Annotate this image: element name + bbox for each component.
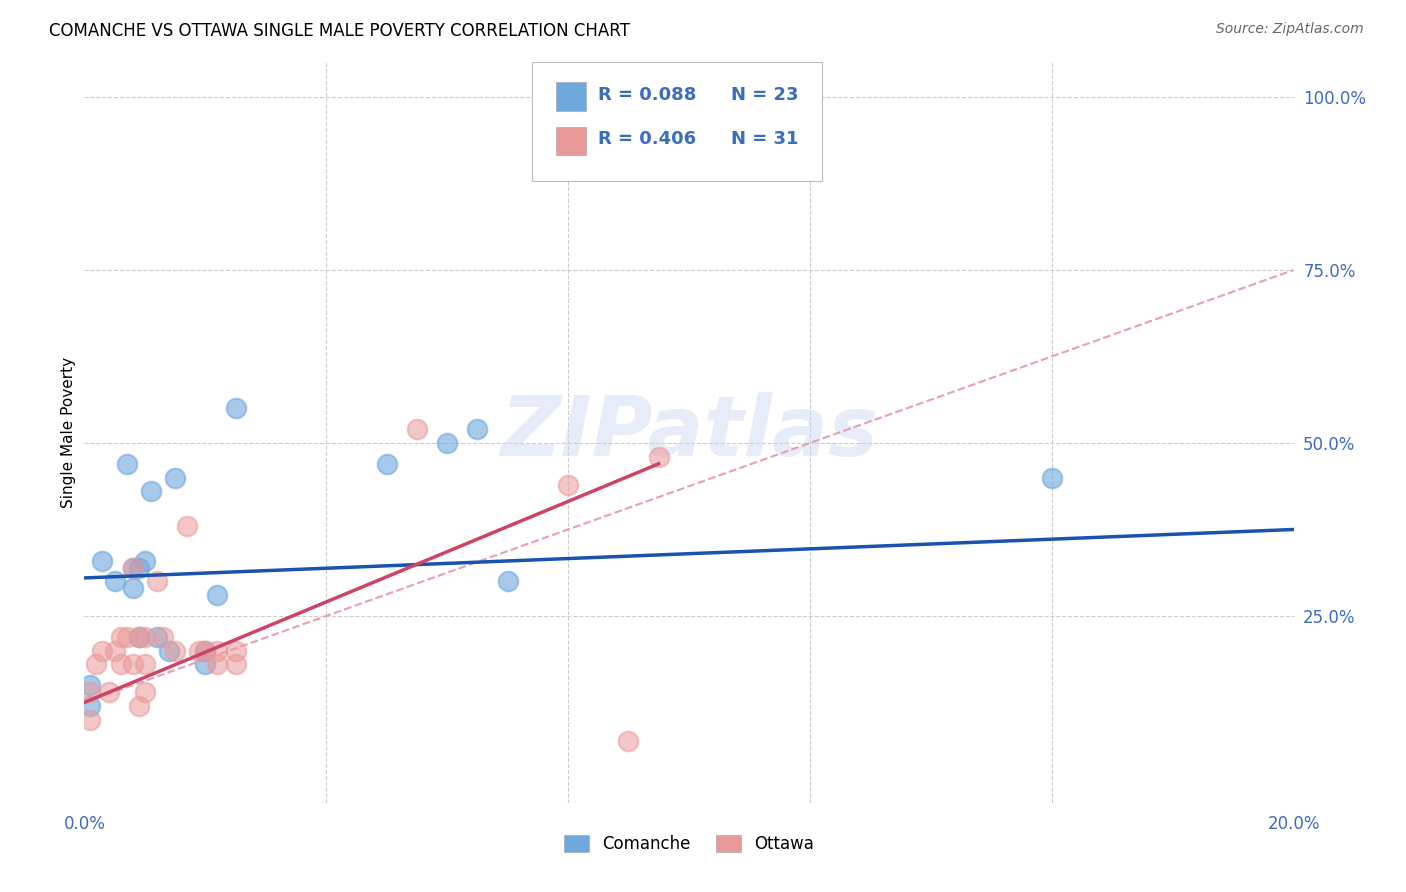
Point [128, 698, 150, 713]
Point [194, 657, 217, 672]
Point [134, 554, 156, 568]
Point [165, 470, 187, 484]
Y-axis label: Single Male Poverty: Single Male Poverty [60, 357, 76, 508]
Legend: Comanche, Ottawa: Comanche, Ottawa [555, 826, 823, 861]
Text: R = 0.088: R = 0.088 [599, 86, 696, 104]
Point [225, 643, 247, 657]
Point [207, 643, 229, 657]
Point [557, 477, 579, 491]
Text: N = 23: N = 23 [731, 86, 799, 104]
FancyBboxPatch shape [555, 82, 586, 111]
Point [375, 457, 398, 471]
Point [79, 678, 101, 692]
Point [152, 630, 174, 644]
Point [79, 685, 101, 699]
Point [121, 657, 143, 672]
Point [104, 574, 127, 589]
Point [406, 422, 429, 436]
Point [194, 643, 217, 657]
Point [110, 630, 132, 644]
FancyBboxPatch shape [531, 62, 823, 181]
Point [79, 698, 101, 713]
Text: Source: ZipAtlas.com: Source: ZipAtlas.com [1216, 22, 1364, 37]
Point [79, 713, 101, 727]
Point [188, 643, 211, 657]
Point [588, 103, 610, 118]
Point [128, 630, 150, 644]
Text: N = 31: N = 31 [731, 129, 799, 148]
Point [617, 733, 640, 747]
Point [86, 657, 108, 672]
Point [146, 574, 169, 589]
Point [1040, 470, 1063, 484]
Point [139, 484, 162, 499]
Point [436, 436, 458, 450]
Point [104, 643, 127, 657]
Point [115, 630, 138, 644]
Point [128, 630, 150, 644]
Point [121, 560, 143, 574]
Point [157, 643, 180, 657]
Point [115, 457, 138, 471]
Point [146, 630, 169, 644]
Point [648, 450, 671, 464]
Point [91, 554, 114, 568]
FancyBboxPatch shape [555, 127, 586, 155]
Point [91, 643, 114, 657]
Point [496, 574, 519, 589]
Text: COMANCHE VS OTTAWA SINGLE MALE POVERTY CORRELATION CHART: COMANCHE VS OTTAWA SINGLE MALE POVERTY C… [49, 22, 630, 40]
Point [225, 401, 247, 416]
Text: ZIPatlas: ZIPatlas [501, 392, 877, 473]
Point [467, 422, 489, 436]
Point [97, 685, 120, 699]
Point [134, 685, 156, 699]
Point [110, 657, 132, 672]
Point [128, 560, 150, 574]
Point [134, 630, 156, 644]
Point [121, 582, 143, 596]
Point [134, 657, 156, 672]
Point [121, 560, 143, 574]
Text: R = 0.406: R = 0.406 [599, 129, 696, 148]
Point [207, 657, 229, 672]
Point [225, 657, 247, 672]
Point [207, 588, 229, 602]
Point [194, 643, 217, 657]
Point [165, 643, 187, 657]
Point [176, 519, 198, 533]
